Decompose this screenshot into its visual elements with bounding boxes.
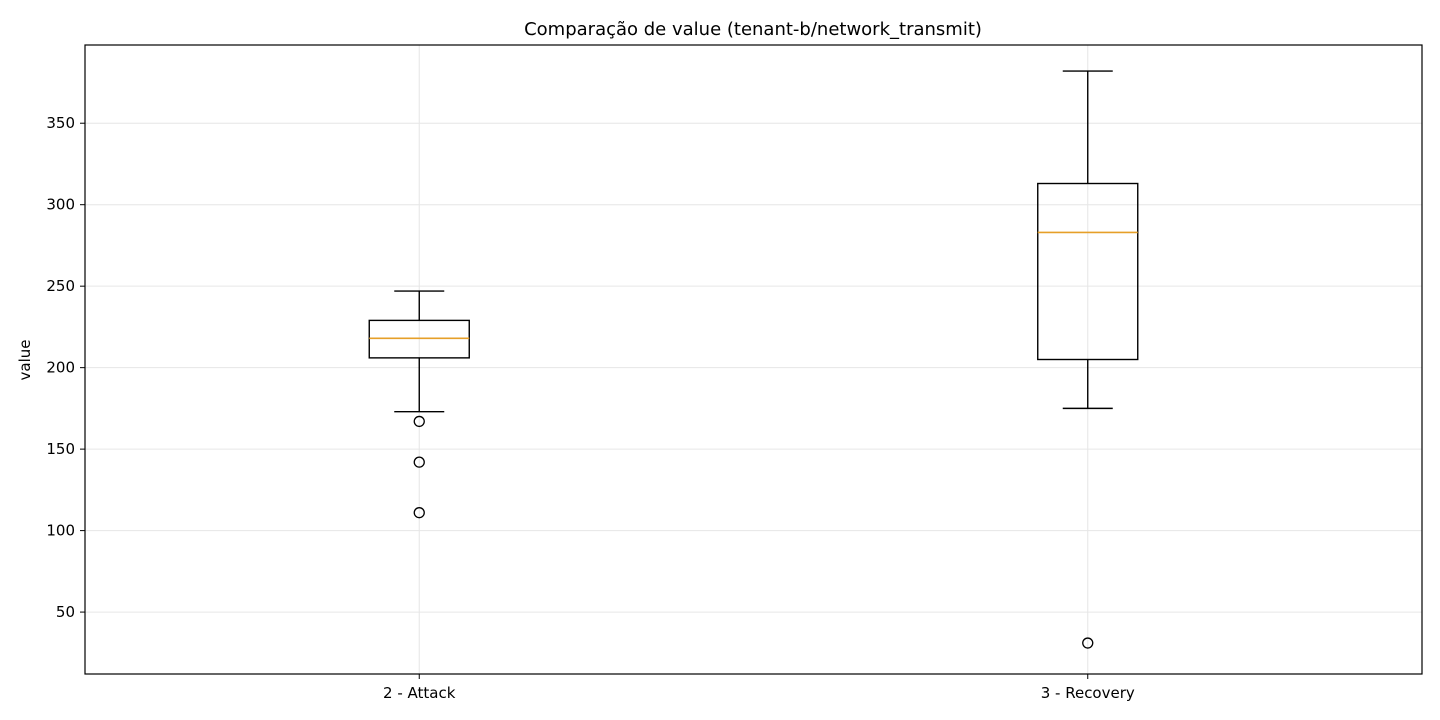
y-tick-label: 100 bbox=[46, 522, 75, 540]
box-plot-group bbox=[1037, 70, 1139, 649]
box-plot-group bbox=[368, 290, 470, 519]
outlier-point bbox=[1082, 637, 1094, 649]
outlier-point bbox=[413, 415, 425, 428]
y-tick-label: 50 bbox=[56, 603, 75, 621]
iqr-box bbox=[368, 319, 470, 359]
outlier-point bbox=[413, 507, 425, 519]
y-axis-label: value bbox=[16, 340, 34, 381]
box-layer bbox=[368, 70, 1139, 649]
y-tick-label: 200 bbox=[46, 359, 75, 377]
y-tick-label: 300 bbox=[46, 196, 75, 214]
plot-frame bbox=[84, 44, 1423, 675]
iqr-box bbox=[1037, 182, 1139, 361]
chart-title: Comparação de value (tenant-b/network_tr… bbox=[524, 19, 982, 40]
y-tick-label: 150 bbox=[46, 440, 75, 458]
x-tick-label: 2 - Attack bbox=[383, 684, 456, 702]
x-tick-label: 3 - Recovery bbox=[1041, 684, 1135, 702]
y-tick-label: 250 bbox=[46, 277, 75, 295]
tick-layer: 50 100 150 200 250 300 350 2 - Attack 3 - Recove… bbox=[46, 114, 1135, 702]
outlier-point bbox=[413, 456, 425, 468]
y-tick-label: 350 bbox=[46, 114, 75, 132]
